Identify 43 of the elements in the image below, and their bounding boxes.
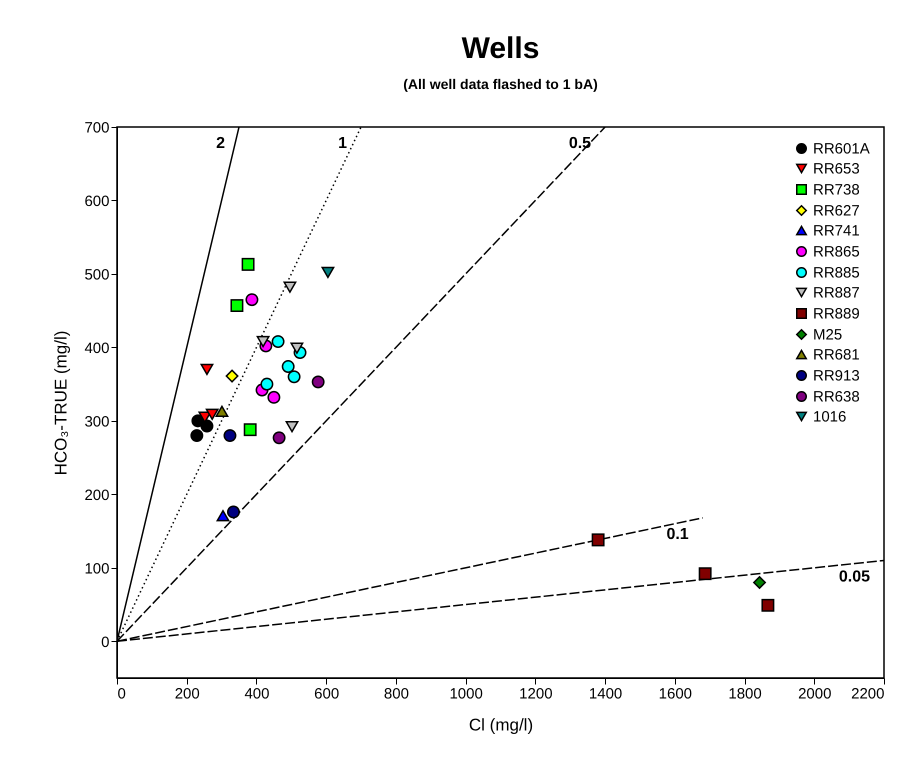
legend-label: RR913 [813, 368, 860, 384]
y-tick-label: 500 [84, 266, 110, 284]
x-tick-label: 2200 [851, 686, 884, 702]
x-tick-label: 1400 [588, 686, 622, 702]
x-tick-label: 1600 [658, 686, 692, 702]
y-tick-label: 0 [101, 634, 110, 651]
y-tick-label: 400 [84, 340, 110, 357]
y-tick-label: 600 [84, 192, 110, 210]
chart-subtitle: (All well data flashed to 1 bA) [403, 76, 598, 92]
legend-label: RR638 [813, 388, 860, 406]
x-tick-label: 2000 [798, 686, 832, 702]
legend-label: M25 [813, 326, 842, 344]
x-tick-label: 0 [118, 686, 126, 702]
y-tick-label: 300 [84, 413, 110, 430]
legend-label: RR865 [813, 244, 860, 260]
legend-label: RR887 [813, 284, 860, 302]
series-label: 0.1 [666, 526, 689, 543]
legend-label: RR738 [813, 182, 860, 198]
legend-label: RR741 [813, 222, 860, 240]
legend-label: RR885 [813, 264, 860, 282]
x-tick-label: 1200 [519, 686, 553, 702]
y-tick-label: 700 [84, 120, 110, 136]
x-tick-label: 200 [174, 686, 200, 702]
legend-label: 1016 [813, 408, 846, 426]
x-tick-label: 800 [384, 686, 409, 702]
x-tick-label: 1800 [728, 686, 762, 702]
legend-label: RR601A [813, 140, 870, 158]
legend-label: RR681 [813, 346, 860, 364]
x-tick-label: 1000 [449, 686, 483, 702]
x-tick-label: 400 [244, 686, 270, 702]
series-label: 2 [216, 135, 226, 152]
y-tick-label: 100 [84, 560, 110, 578]
y-axis-title: HCO₃-TRUE (mg/l) [51, 330, 70, 476]
x-axis-title: Cl (mg/l) [468, 716, 534, 734]
legend-label: RR889 [813, 306, 860, 322]
chart-title: Wells [462, 32, 540, 65]
series-label: 0.05 [838, 568, 870, 586]
x-tick-label: 600 [314, 686, 340, 702]
series-label: 1 [338, 135, 348, 152]
legend-label: RR627 [813, 202, 860, 220]
legend-label: RR653 [813, 160, 860, 178]
y-tick-label: 200 [84, 486, 110, 504]
series-label: 0.5 [568, 135, 592, 152]
